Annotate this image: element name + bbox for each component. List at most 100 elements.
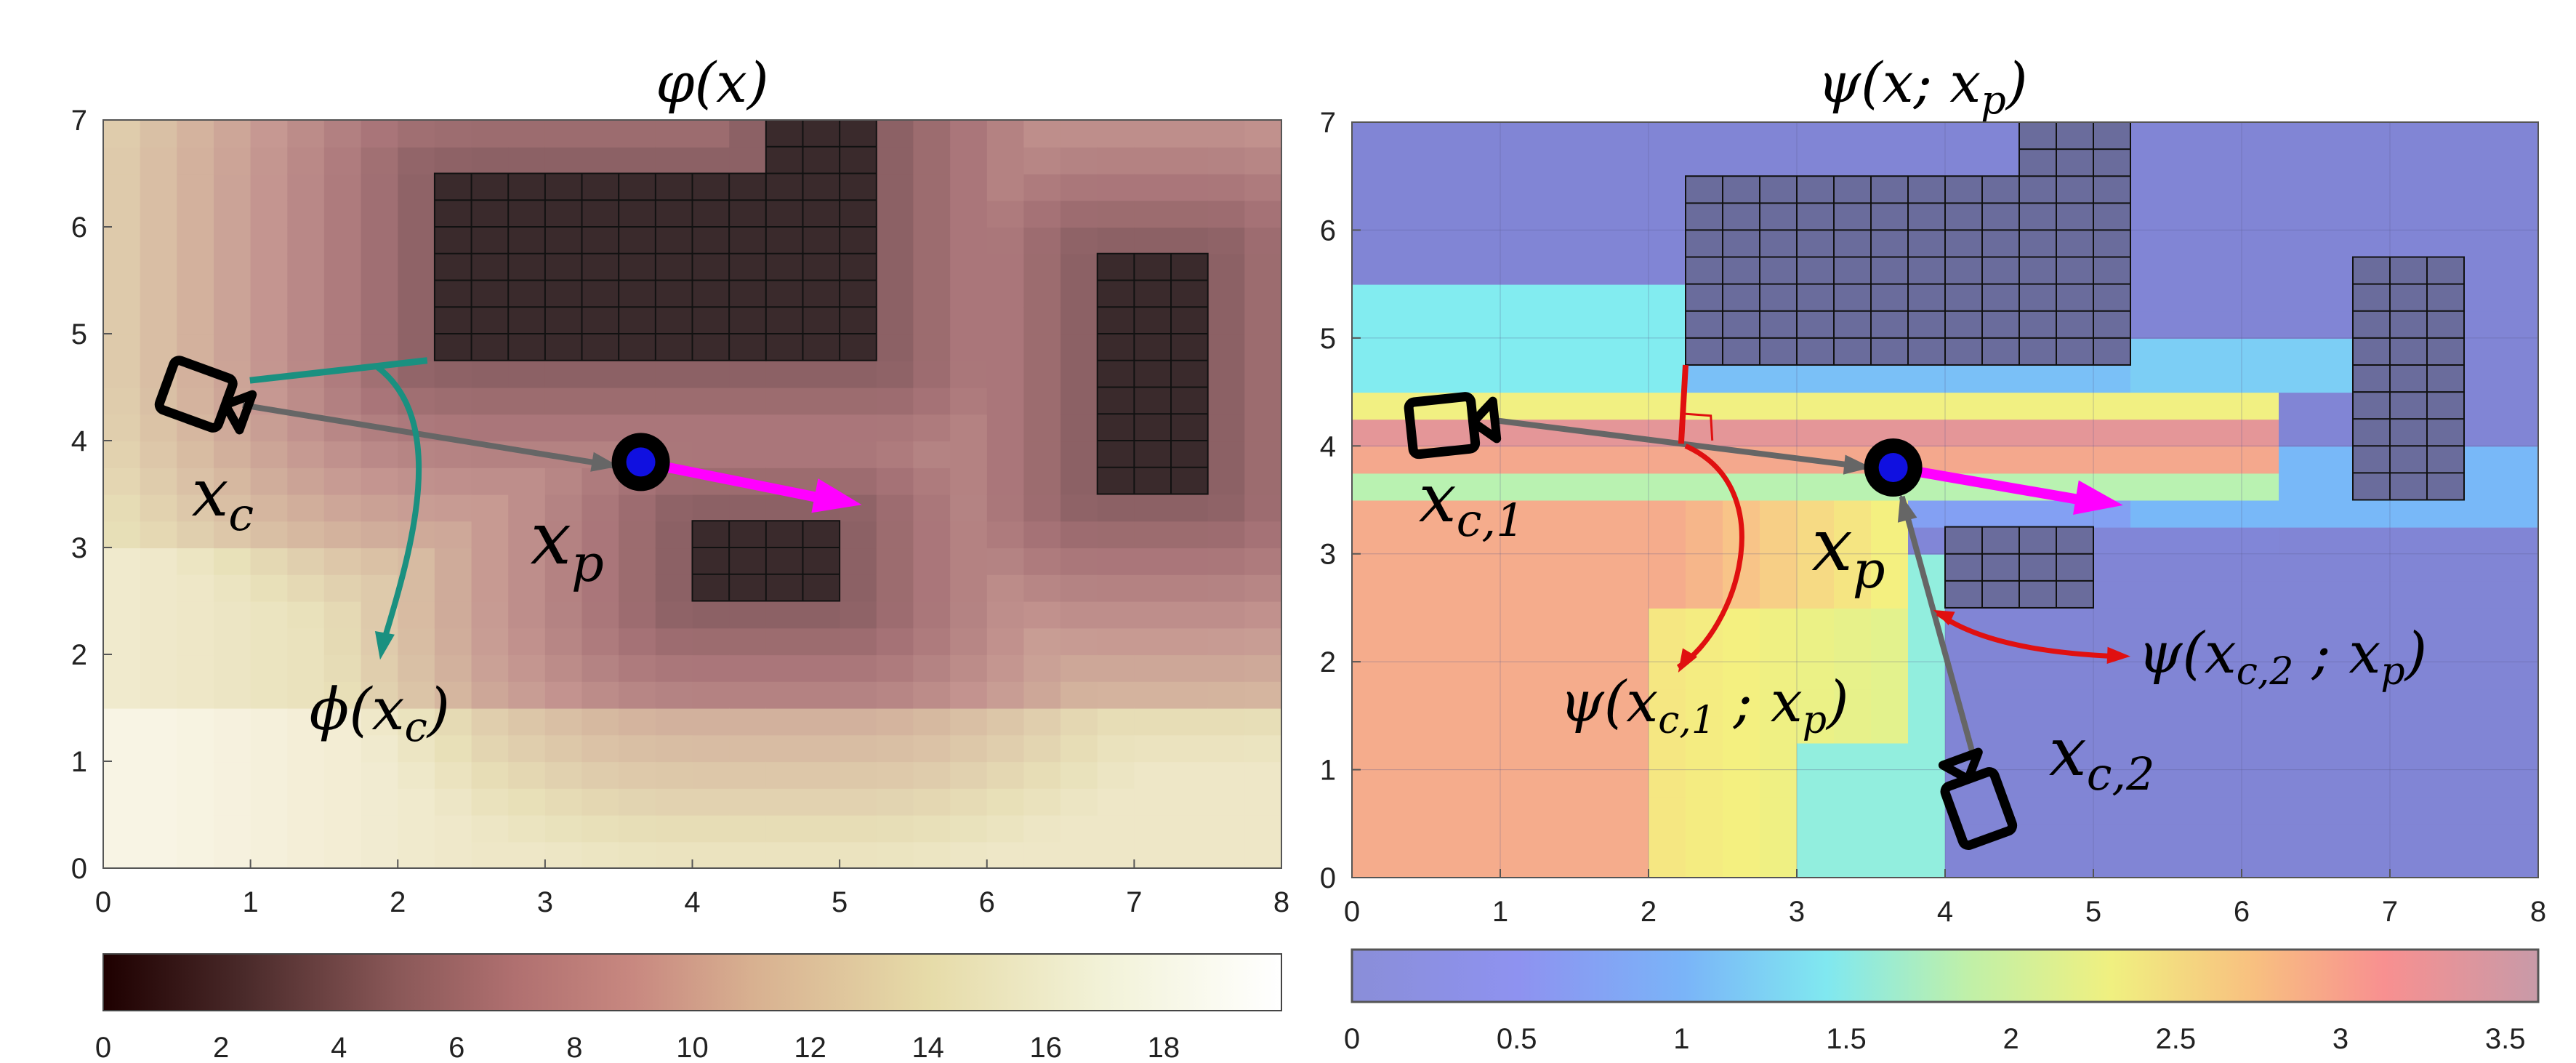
y-tick-label: 4 bbox=[1320, 430, 1336, 462]
colorbar-tick-label: 0 bbox=[1344, 1023, 1360, 1055]
colorbar-tick-label: 2.5 bbox=[2156, 1023, 2197, 1055]
y-tick-label: 0 bbox=[1320, 862, 1336, 894]
target-marker-dot bbox=[1878, 452, 1908, 482]
colorbar-tick-label: 3.5 bbox=[2485, 1023, 2526, 1055]
x-tick-label: 6 bbox=[979, 886, 995, 918]
y-tick-label: 6 bbox=[71, 212, 87, 244]
x-tick-label: 8 bbox=[1273, 886, 1289, 918]
left-ticks: 0 1 2 3 4 5 6 7 8 0 1 2 3 4 5 6 7 bbox=[71, 105, 1289, 918]
colorbar-tick-label: 16 bbox=[1030, 1032, 1063, 1063]
x-tick-label: 2 bbox=[390, 886, 406, 918]
red-arrow-2-head bbox=[2106, 646, 2130, 665]
colorbar-tick-label: 8 bbox=[566, 1032, 582, 1063]
x-tick-label: 3 bbox=[1789, 896, 1805, 928]
view-ray bbox=[242, 402, 619, 470]
red-arrow-2 bbox=[1936, 611, 2116, 659]
x-tick-label: 7 bbox=[2382, 896, 2398, 928]
colorbar-tick-label: 1 bbox=[1673, 1023, 1689, 1055]
view-ray-2 bbox=[1899, 495, 1979, 763]
red-arrow-1 bbox=[1676, 444, 1744, 670]
y-tick-label: 4 bbox=[71, 425, 87, 457]
heading-arrow-head bbox=[811, 478, 862, 513]
red-arrow-1-head bbox=[1678, 648, 1698, 673]
colorbar-tick-label: 0.5 bbox=[1497, 1023, 1537, 1055]
left-obstacles bbox=[433, 119, 1209, 602]
camera-lens bbox=[1938, 747, 1983, 784]
view-ray-2-head bbox=[1897, 493, 1917, 523]
camera-lens bbox=[1468, 396, 1502, 444]
obstacle-0 bbox=[433, 172, 767, 361]
x-tick-label: 7 bbox=[1126, 886, 1142, 918]
obstacle-3 bbox=[1096, 252, 1209, 495]
colorbar-tick-label: 3 bbox=[2333, 1023, 2348, 1055]
teal-arrow-line bbox=[249, 357, 428, 384]
x-tick-label: 4 bbox=[1937, 896, 1953, 928]
y-tick-label: 2 bbox=[1320, 646, 1336, 678]
x-tick-label: 4 bbox=[684, 886, 700, 918]
left-chart-title: φ(x) bbox=[656, 50, 768, 115]
y-tick-label: 5 bbox=[1320, 323, 1336, 355]
x-tick-label: 1 bbox=[243, 886, 259, 918]
x-tick-label: 5 bbox=[2085, 896, 2101, 928]
obstacle-3 bbox=[2352, 256, 2465, 501]
right-chart-title: ψ(x; xp) bbox=[1818, 50, 2028, 123]
heading-arrow bbox=[640, 457, 826, 505]
y-tick-label: 7 bbox=[71, 105, 87, 137]
teal-arrow-head bbox=[374, 630, 395, 660]
y-tick-label: 3 bbox=[1320, 539, 1336, 571]
teal-arrow-curve bbox=[374, 363, 422, 645]
x-tick-label: 1 bbox=[1492, 896, 1508, 928]
right-obstacles bbox=[1685, 121, 2465, 609]
right-colorbar-ticks: 0 0.5 1 1.5 2 2.5 3 3.5 bbox=[1344, 1023, 2526, 1055]
colorbar-tick-label: 18 bbox=[1148, 1032, 1180, 1063]
x-tick-label: 0 bbox=[1344, 896, 1360, 928]
right-ticks: 0 1 2 3 4 5 6 7 8 0 1 2 3 4 5 6 7 bbox=[1320, 107, 2546, 928]
y-tick-label: 1 bbox=[71, 746, 87, 778]
obstacle-1 bbox=[2018, 121, 2131, 366]
view-ray-head bbox=[590, 452, 619, 472]
x-tick-label: 6 bbox=[2234, 896, 2250, 928]
heading-arrow bbox=[1892, 462, 2088, 506]
phi-value-label: ϕ(xc) bbox=[310, 675, 450, 751]
colorbar-tick-label: 10 bbox=[676, 1032, 709, 1063]
y-tick-label: 3 bbox=[71, 532, 87, 564]
view-ray-1-head bbox=[1843, 454, 1872, 475]
y-tick-label: 7 bbox=[1320, 107, 1336, 139]
target-marker-dot bbox=[626, 447, 656, 477]
colorbar-tick-label: 14 bbox=[911, 1032, 944, 1063]
y-tick-label: 5 bbox=[71, 318, 87, 350]
colorbar-tick-label: 6 bbox=[448, 1032, 464, 1063]
target-label: xp bbox=[531, 496, 604, 593]
colorbar-tick-label: 2 bbox=[2003, 1023, 2019, 1055]
x-tick-label: 0 bbox=[95, 886, 111, 918]
heading-arrow-head bbox=[2073, 480, 2123, 515]
left-annotations: xc xpϕ(xc) bbox=[154, 356, 862, 751]
camera-icon bbox=[154, 356, 257, 435]
y-tick-label: 0 bbox=[71, 853, 87, 885]
obstacle-0 bbox=[1685, 175, 2020, 366]
y-tick-label: 1 bbox=[1320, 755, 1336, 787]
obstacle-1 bbox=[765, 119, 877, 361]
colorbar-tick-label: 2 bbox=[213, 1032, 229, 1063]
y-tick-label: 6 bbox=[1320, 214, 1336, 246]
camera-2-icon bbox=[1938, 747, 2018, 851]
colorbar-tick-label: 4 bbox=[331, 1032, 347, 1063]
camera-1-icon bbox=[1404, 392, 1502, 460]
perpendicular-line bbox=[1678, 364, 1689, 444]
left-colorbar: 0 2 4 6 8 10 12 14 16 18 bbox=[95, 953, 1282, 1063]
right-colorbar: 0 0.5 1 1.5 2 2.5 3 3.5 bbox=[1344, 948, 2540, 1055]
x-tick-label: 3 bbox=[537, 886, 553, 918]
y-tick-label: 2 bbox=[71, 639, 87, 671]
target-label: xp bbox=[1811, 502, 1885, 600]
colorbar-tick-label: 12 bbox=[794, 1032, 826, 1063]
x-tick-label: 5 bbox=[832, 886, 848, 918]
colorbar-tick-label: 0 bbox=[95, 1032, 111, 1063]
x-tick-label: 8 bbox=[2530, 896, 2546, 928]
colorbar-tick-label: 1.5 bbox=[1826, 1023, 1867, 1055]
left-colorbar-ticks: 0 2 4 6 8 10 12 14 16 18 bbox=[95, 1032, 1180, 1063]
red-arrow-2-tail bbox=[1933, 609, 1955, 626]
